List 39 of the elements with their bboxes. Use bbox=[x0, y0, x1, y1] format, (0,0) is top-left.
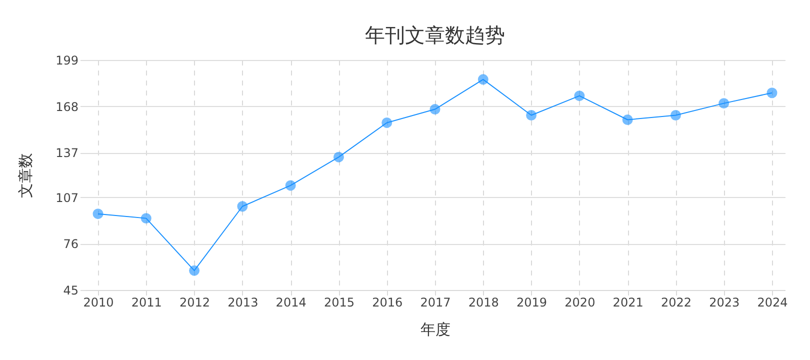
point bbox=[574, 90, 585, 102]
x-tick-label: 2010 bbox=[83, 296, 114, 310]
point bbox=[140, 213, 152, 224]
point bbox=[766, 88, 778, 98]
point bbox=[622, 114, 633, 125]
chart-title: 年刊文章数趋势 bbox=[365, 23, 505, 47]
point bbox=[478, 74, 488, 85]
x-tick-label: 2020 bbox=[564, 296, 596, 310]
y-tick-label: 137 bbox=[56, 146, 78, 160]
x-axis-title: 年度 bbox=[420, 320, 450, 338]
x-tick-label: 2013 bbox=[228, 296, 258, 310]
x-tick-label: 2019 bbox=[516, 296, 548, 310]
x-tick-label: 2024 bbox=[757, 296, 788, 310]
point bbox=[430, 104, 440, 115]
point bbox=[670, 110, 681, 120]
point bbox=[285, 180, 296, 191]
point bbox=[92, 208, 104, 220]
x-tick-label: 2011 bbox=[131, 296, 162, 310]
y-tick-label: 45 bbox=[63, 284, 78, 298]
x-tick-label: 2023 bbox=[709, 296, 740, 310]
y-tick-label: 76 bbox=[63, 237, 78, 252]
x-tick-label: 2016 bbox=[372, 296, 403, 310]
point bbox=[526, 110, 537, 120]
x-tick-label: 2022 bbox=[660, 296, 692, 310]
point bbox=[189, 265, 200, 276]
x-tick-label: 2018 bbox=[468, 296, 499, 310]
x-tick-label: 2015 bbox=[324, 296, 354, 310]
point bbox=[237, 201, 248, 212]
x-tick-label: 2017 bbox=[420, 296, 451, 310]
x-tick-label: 2014 bbox=[276, 296, 306, 310]
point bbox=[382, 117, 392, 128]
point bbox=[333, 152, 344, 162]
y-tick-label: 107 bbox=[56, 190, 78, 205]
y-axis-title: 文章数 bbox=[16, 153, 35, 198]
y-tick-label: 199 bbox=[56, 54, 78, 68]
point bbox=[718, 98, 730, 109]
x-tick-label: 2012 bbox=[180, 296, 210, 310]
x-tick-label: 2021 bbox=[612, 296, 644, 310]
y-tick-label: 168 bbox=[56, 100, 78, 114]
